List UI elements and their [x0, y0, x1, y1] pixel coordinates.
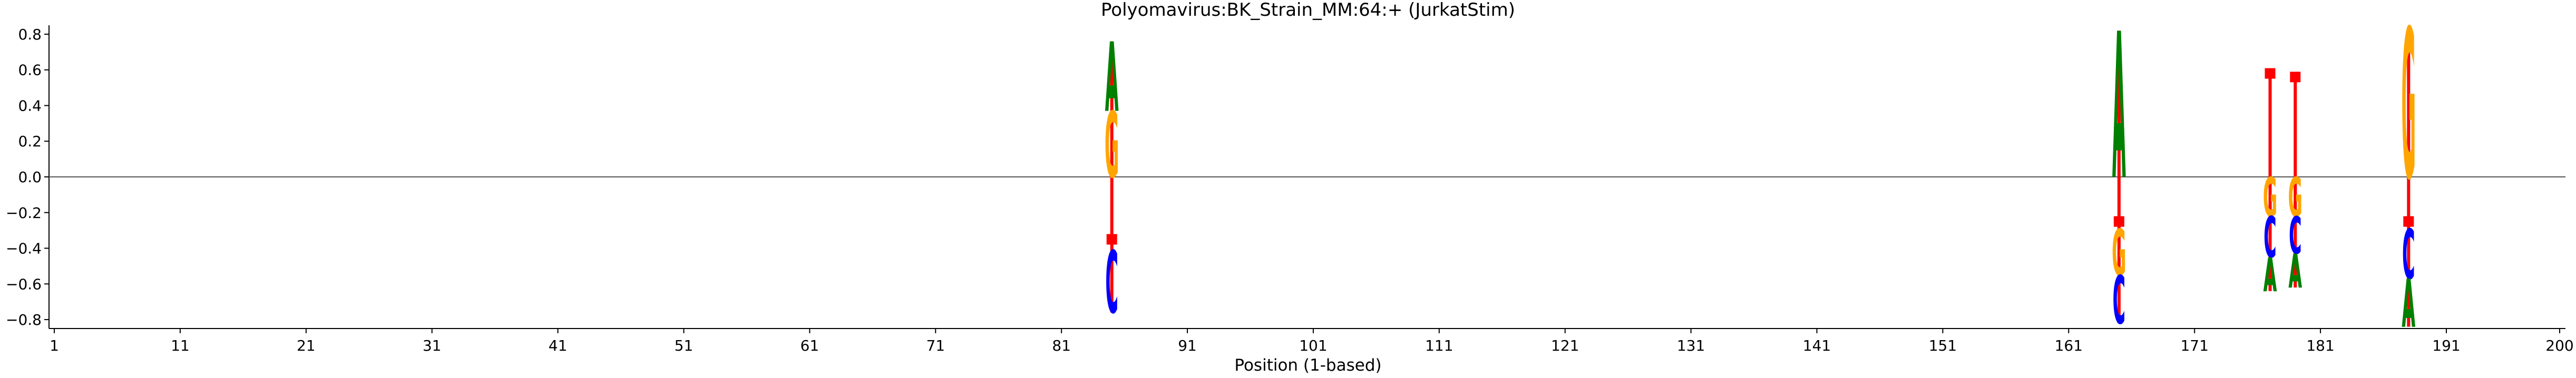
plot-area: −0.8−0.6−0.4−0.20.00.20.40.60.81 11 21 31 41…: [6, 0, 2574, 354]
logo-letter-g: G: [2402, 0, 2416, 226]
logo-letter-c: C: [1105, 233, 1118, 333]
x-tick-label: 191: [2432, 337, 2460, 354]
x-tick-label: 200: [2545, 337, 2573, 354]
logo-letter-a: A: [1105, 22, 1119, 133]
y-tick-label: −0.4: [6, 240, 42, 257]
x-tick-label: 51: [675, 337, 694, 354]
x-tick-label: 41: [549, 337, 568, 354]
x-tick-label: 131: [1677, 337, 1705, 354]
logo-letter-a: A: [2402, 265, 2415, 342]
square-marker: [2403, 216, 2414, 227]
x-tick-label: 111: [1425, 337, 1453, 354]
square-marker: [1106, 234, 1117, 245]
x-axis-title: Position (1-based): [1234, 356, 1381, 375]
logo-letter-g: G: [2263, 166, 2277, 229]
y-tick-label: 0.8: [18, 26, 42, 43]
x-tick-label: 121: [1551, 337, 1579, 354]
logo-letter-g: G: [2288, 166, 2302, 229]
y-tick-label: −0.6: [6, 275, 42, 293]
square-marker: [2290, 72, 2301, 83]
x-tick-label: 61: [801, 337, 819, 354]
y-tick-label: −0.2: [6, 204, 42, 222]
x-tick-label: 11: [171, 337, 190, 354]
logo-letter-g: G: [1105, 94, 1119, 199]
x-tick-label: 161: [2055, 337, 2083, 354]
y-tick-label: 0.6: [18, 62, 42, 79]
chart-title: Polyomavirus:BK_Strain_MM:64:+ (JurkatSt…: [1101, 0, 1515, 21]
y-tick-label: −0.8: [6, 311, 42, 329]
y-tick-label: 0.0: [18, 168, 42, 186]
logo-letter-g: G: [2112, 216, 2126, 290]
x-tick-label: 151: [1929, 337, 1957, 354]
logo-letter-c: C: [2289, 206, 2301, 266]
y-tick-label: 0.2: [18, 133, 42, 150]
logo-letter-c: C: [2263, 205, 2276, 271]
x-tick-label: 181: [2306, 337, 2334, 354]
x-tick-label: 1: [50, 337, 59, 354]
x-tick-label: 91: [1178, 337, 1197, 354]
x-tick-label: 71: [926, 337, 945, 354]
x-tick-label: 101: [1299, 337, 1327, 354]
x-tick-label: 31: [423, 337, 442, 354]
y-tick-label: 0.4: [18, 97, 42, 114]
logo-letter-a: A: [2263, 248, 2277, 302]
square-marker: [2265, 68, 2276, 79]
x-tick-label: 141: [1803, 337, 1831, 354]
x-tick-label: 81: [1052, 337, 1071, 354]
x-tick-label: 171: [2180, 337, 2208, 354]
x-tick-label: 21: [297, 337, 316, 354]
square-marker: [2113, 216, 2124, 227]
logo-letter-c: C: [2402, 216, 2415, 295]
logo-letter-a: A: [2288, 244, 2302, 299]
logo-letter-c: C: [2113, 262, 2125, 339]
logo-letter-a: A: [2112, 0, 2126, 224]
